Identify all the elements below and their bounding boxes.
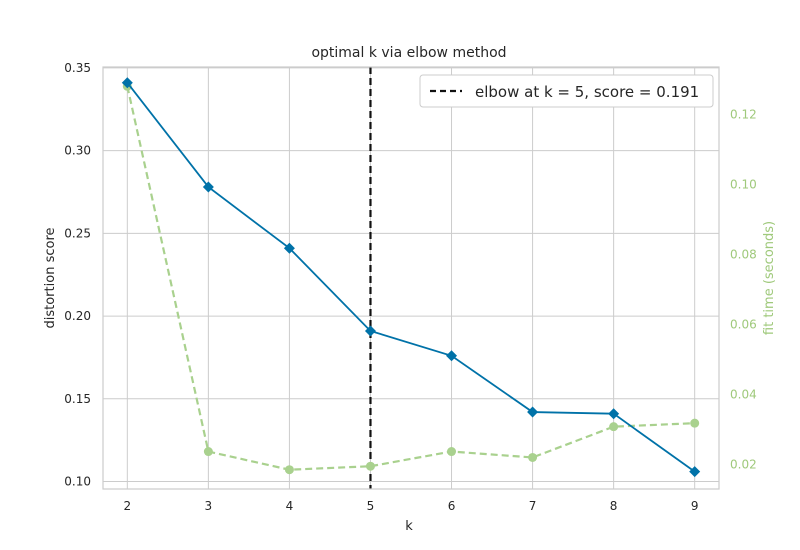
distortion-point bbox=[202, 181, 214, 193]
y-tick-label: 0.25 bbox=[64, 226, 91, 240]
x-tick-label: 6 bbox=[448, 499, 456, 513]
y2-tick-label: 0.06 bbox=[730, 317, 757, 331]
fit_time-line bbox=[126, 86, 695, 471]
fit_time-point bbox=[690, 418, 700, 428]
plot-frame bbox=[102, 66, 720, 490]
distortion-point bbox=[121, 77, 133, 89]
distortion-point bbox=[283, 242, 295, 254]
fit_time-point bbox=[528, 452, 538, 462]
legend-box bbox=[419, 74, 714, 108]
y2-tick-labels: 0.02 0.04 0.06 0.08 0.10 0.12 bbox=[730, 107, 757, 471]
y2-tick-label: 0.10 bbox=[730, 177, 757, 191]
y-tick-label: 0.10 bbox=[64, 475, 91, 489]
x-tick-label: 8 bbox=[610, 499, 618, 513]
distortion-point bbox=[608, 408, 620, 420]
legend-elbow-label: elbow at k = 5, score = 0.191 bbox=[475, 83, 699, 101]
y2-tick-label: 0.04 bbox=[730, 387, 757, 401]
distortion-line bbox=[126, 82, 696, 473]
x-tick-label: 3 bbox=[205, 499, 213, 513]
x-tick-label: 5 bbox=[367, 499, 375, 513]
fit-time-series bbox=[122, 81, 700, 475]
legend: elbow at k = 5, score = 0.191 bbox=[419, 74, 714, 108]
distortion-point bbox=[446, 350, 458, 362]
distortion-point bbox=[689, 466, 701, 478]
y-tick-label: 0.15 bbox=[64, 392, 91, 406]
x-tick-label: 2 bbox=[123, 499, 131, 513]
y-tick-labels: 0.10 0.15 0.20 0.25 0.30 0.35 bbox=[64, 61, 91, 489]
y-axis-label: distortion score bbox=[43, 228, 58, 329]
y2-axis-label: fit time (seconds) bbox=[762, 221, 777, 335]
y-tick-label: 0.20 bbox=[64, 309, 91, 323]
y2-tick-label: 0.08 bbox=[730, 247, 757, 261]
fit_time-point bbox=[447, 447, 457, 457]
fit_time-point bbox=[609, 422, 619, 432]
x-tick-label: 9 bbox=[691, 499, 699, 513]
distortion-point bbox=[527, 406, 539, 418]
x-tick-label: 7 bbox=[529, 499, 537, 513]
x-axis-label: k bbox=[405, 519, 413, 534]
x-tick-labels: 2 3 4 5 6 7 8 9 bbox=[123, 499, 698, 513]
fit_time-point bbox=[203, 447, 213, 457]
fit_time-point bbox=[365, 461, 375, 471]
y2-tick-label: 0.02 bbox=[730, 457, 757, 471]
y-tick-label: 0.35 bbox=[64, 61, 91, 75]
fit_time-point bbox=[284, 465, 294, 475]
grid bbox=[103, 67, 719, 489]
distortion-series bbox=[121, 77, 701, 478]
chart-title: optimal k via elbow method bbox=[311, 45, 506, 61]
distortion-point bbox=[364, 325, 376, 337]
y2-tick-label: 0.12 bbox=[730, 107, 757, 121]
x-tick-label: 4 bbox=[286, 499, 294, 513]
y-tick-label: 0.30 bbox=[64, 144, 91, 158]
